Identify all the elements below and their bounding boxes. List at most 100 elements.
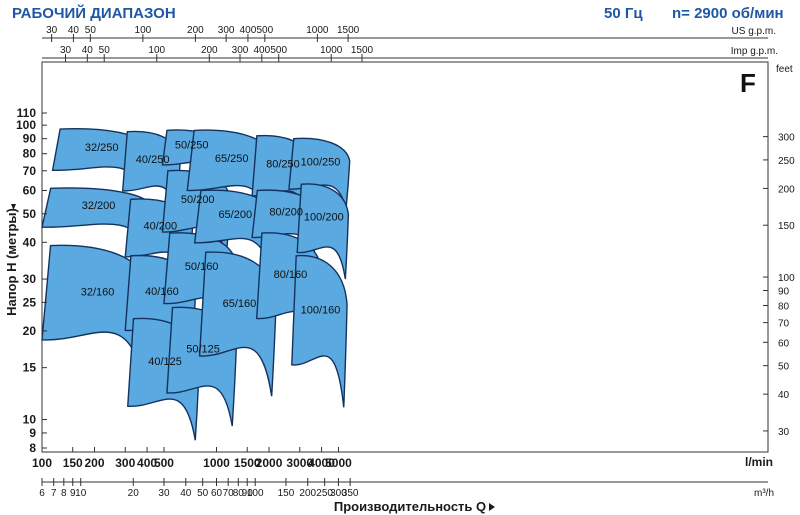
- feet-tick-label: 80: [778, 302, 790, 313]
- m3h-tick-label: 40: [180, 488, 192, 499]
- imp-gpm-tick-label: 400: [253, 45, 270, 56]
- us-gpm-unit: US g.p.m.: [732, 26, 776, 37]
- lmin-unit: l/min: [745, 455, 773, 469]
- m3h-tick-label: 6: [39, 488, 45, 499]
- pump-region-label: 50/250: [175, 140, 209, 152]
- us-gpm-tick-label: 30: [46, 25, 58, 36]
- imp-gpm-tick-label: 40: [82, 45, 94, 56]
- meters-tick-label: 15: [23, 361, 37, 375]
- feet-tick-label: 200: [778, 184, 795, 195]
- imp-gpm-tick-label: 500: [270, 45, 287, 56]
- us-gpm-tick-label: 300: [218, 25, 235, 36]
- pump-region-label: 50/160: [185, 261, 219, 273]
- meters-tick-label: 90: [23, 132, 37, 146]
- m3h-tick-label: 80: [233, 488, 245, 499]
- pump-region-label: 32/200: [82, 200, 116, 212]
- meters-tick-label: 110: [17, 106, 37, 120]
- m3h-tick-label: 30: [158, 488, 170, 499]
- feet-tick-label: 60: [778, 338, 790, 349]
- pump-region-label: 50/200: [181, 194, 215, 206]
- pump-region-label: 65/200: [218, 209, 252, 221]
- lmin-tick-label: 3000: [286, 456, 313, 470]
- imp-gpm-ticks: 30 40 50 100 200 300 400 500 1000 1500: [60, 45, 374, 62]
- lmin-tick-label: 150: [63, 456, 83, 470]
- y-axis-title: Напор H (метры): [4, 208, 19, 316]
- series-badge: F: [740, 68, 756, 98]
- lmin-tick-label: 2000: [256, 456, 283, 470]
- m3h-tick-label: 90: [242, 488, 254, 499]
- meters-tick-label: 80: [23, 147, 37, 161]
- us-gpm-tick-label: 40: [68, 25, 80, 36]
- top-axes: US g.p.m. Imp g.p.m. 30 40 50 100 200 300 400 5…: [42, 25, 778, 62]
- imp-gpm-tick-label: 1000: [320, 45, 343, 56]
- pump-region-label: 80/200: [269, 206, 303, 218]
- feet-unit: feet: [776, 64, 793, 75]
- us-gpm-tick-label: 1000: [306, 25, 329, 36]
- feet-tick-label: 40: [778, 390, 790, 401]
- pump-region-label: 65/250: [215, 153, 249, 165]
- m3h-tick-label: 150: [278, 488, 295, 499]
- imp-gpm-tick-label: 200: [201, 45, 218, 56]
- pump-region-label: 32/250: [85, 142, 119, 154]
- y-axis-arrow-icon: [11, 204, 16, 210]
- pump-region-label: 40/160: [145, 286, 179, 298]
- us-gpm-tick-label: 1500: [337, 25, 360, 36]
- pump-region-label: 40/125: [148, 356, 182, 368]
- m3h-unit: m³/h: [754, 488, 774, 499]
- feet-tick-label: 50: [778, 362, 790, 373]
- meters-tick-label: 20: [23, 324, 37, 338]
- lmin-tick-label: 400: [137, 456, 157, 470]
- meters-tick-label: 50: [23, 207, 37, 221]
- m3h-tick-label: 60: [211, 488, 223, 499]
- m3h-tick-label: 100: [247, 488, 264, 499]
- x-axis-title: Производительность Q: [334, 499, 486, 514]
- meters-tick-label: 25: [23, 295, 37, 309]
- chart-title: РАБОЧИЙ ДИАПАЗОН: [12, 4, 176, 22]
- m3h-tick-label: 50: [197, 488, 209, 499]
- us-gpm-tick-label: 50: [85, 25, 97, 36]
- frequency-label: 50 Гц: [604, 5, 643, 22]
- feet-tick-label: 250: [778, 156, 795, 167]
- pump-region-label: 65/160: [223, 298, 257, 310]
- meters-tick-label: 100: [16, 118, 36, 132]
- pump-region-labels: 32/250 32/200 32/160 40/250 40/200 40/160 40/1…: [81, 140, 344, 368]
- us-gpm-ticks: 30 40 50 100 200 300 400 500 1000 1500: [46, 25, 360, 42]
- m3h-tick-label: 20: [128, 488, 140, 499]
- pump-region-65-160: [198, 251, 277, 397]
- feet-tick-label: 30: [778, 427, 790, 438]
- pump-region-label: 40/200: [143, 221, 177, 233]
- imp-gpm-tick-label: 50: [99, 45, 111, 56]
- imp-gpm-unit: Imp g.p.m.: [731, 46, 778, 57]
- pump-region-label: 100/160: [301, 304, 341, 316]
- pump-region-label: 50/125: [186, 344, 220, 356]
- plot-frame: [41, 61, 769, 453]
- lmin-tick-label: 5000: [325, 456, 352, 470]
- lmin-tick-label: 500: [154, 456, 174, 470]
- lmin-tick-label: 1500: [234, 456, 261, 470]
- m3h-tick-label: 250: [316, 488, 333, 499]
- meters-tick-label: 40: [23, 235, 37, 249]
- lmin-tick-label: 100: [32, 456, 52, 470]
- pump-region-label: 40/250: [136, 154, 170, 166]
- pump-region-label: 100/250: [301, 156, 341, 168]
- m3h-tick-label: 70: [223, 488, 235, 499]
- y-axis-feet-ticks: 30 40 50 60 70 80 90 100 150 200 250 300: [763, 133, 795, 438]
- meters-tick-label: 70: [23, 164, 37, 178]
- feet-tick-label: 150: [778, 221, 795, 232]
- pump-region-100-200: [296, 183, 350, 280]
- imp-gpm-tick-label: 300: [232, 45, 249, 56]
- speed-label: n= 2900 об/мин: [672, 5, 784, 22]
- feet-tick-label: 90: [778, 287, 790, 298]
- x-axis-arrow-icon: [489, 503, 495, 511]
- feet-tick-label: 300: [778, 133, 795, 144]
- feet-tick-label: 70: [778, 319, 790, 330]
- imp-gpm-tick-label: 100: [148, 45, 165, 56]
- m3h-tick-label: 200: [299, 488, 316, 499]
- pump-region-label: 32/160: [81, 286, 115, 298]
- meters-tick-label: 10: [23, 412, 37, 426]
- m3h-tick-label: 8: [61, 488, 67, 499]
